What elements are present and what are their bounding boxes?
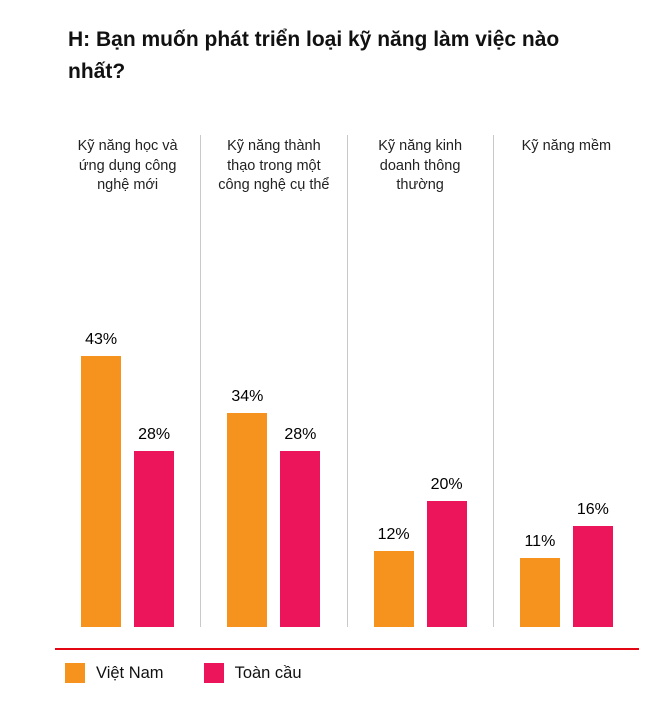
bar-pair: 34% 28% (201, 231, 346, 627)
bar-pair: 43% 28% (55, 231, 200, 627)
bar-toan-cau (134, 451, 175, 627)
value-label: 43% (85, 331, 118, 348)
bar-pair: 12% 20% (348, 231, 493, 627)
legend-item-viet-nam: Việt Nam (65, 663, 164, 683)
bar-viet-nam (81, 356, 122, 627)
legend-divider-line (55, 648, 639, 650)
chart-group: Kỹ năng thành thạo trong một công nghệ c… (201, 135, 348, 627)
value-label: 28% (284, 426, 317, 443)
value-label: 28% (138, 426, 171, 443)
legend-swatch-toan-cau (203, 663, 224, 683)
value-label: 20% (430, 476, 463, 493)
category-label: Kỹ năng mềm (521, 138, 612, 154)
bar-pair: 11% 16% (494, 231, 639, 627)
chart-group: Kỹ năng mềm 11% 16% (494, 135, 639, 627)
bar-with-label: 16% (572, 501, 613, 627)
category-label: Kỹ năng học và ứng dụng công nghệ mới (77, 138, 178, 194)
bar-toan-cau (280, 451, 321, 627)
bar-viet-nam (373, 551, 414, 627)
bar-with-label: 11% (519, 533, 560, 627)
category-label: Kỹ năng thành thạo trong một công nghệ c… (218, 138, 330, 194)
grouped-bar-chart: Kỹ năng học và ứng dụng công nghệ mới 43%… (55, 135, 639, 627)
chart-group: Kỹ năng học và ứng dụng công nghệ mới 43%… (55, 135, 202, 627)
value-label: 11% (524, 533, 556, 550)
bar-viet-nam (519, 558, 560, 627)
category-label: Kỹ năng kinh doanh thông thường (378, 138, 463, 194)
bar-toan-cau (426, 501, 467, 627)
chart-group: Kỹ năng kinh doanh thông thường 12% 20% (348, 135, 494, 627)
legend-item-toan-cau: Toàn cầu (203, 663, 302, 683)
legend-label: Việt Nam (96, 663, 164, 682)
chart-title: H: Bạn muốn phát triển loại kỹ năng làm … (68, 28, 560, 83)
bar-with-label: 20% (426, 476, 467, 627)
value-label: 16% (576, 501, 609, 518)
bar-with-label: 28% (280, 426, 321, 627)
bar-with-label: 34% (227, 388, 268, 627)
value-label: 34% (231, 388, 264, 405)
bar-toan-cau (572, 526, 613, 627)
legend-swatch-viet-nam (65, 663, 85, 683)
legend: Việt Nam Toàn cầu (65, 663, 302, 683)
bar-with-label: 43% (81, 331, 122, 627)
bar-viet-nam (227, 413, 268, 627)
bar-with-label: 28% (134, 426, 175, 627)
legend-label: Toàn cầu (234, 663, 302, 682)
value-label: 12% (377, 526, 410, 543)
bar-with-label: 12% (373, 526, 414, 627)
